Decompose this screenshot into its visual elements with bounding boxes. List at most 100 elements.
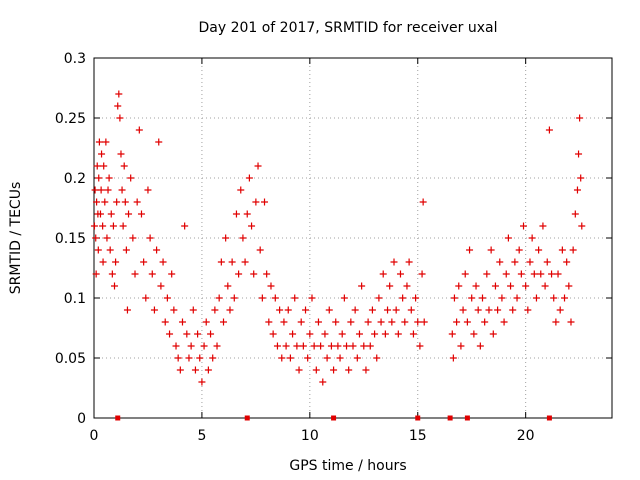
- data-point: [403, 282, 411, 290]
- data-point: [116, 114, 124, 122]
- data-point: [115, 90, 123, 98]
- data-point: [111, 282, 119, 290]
- data-point: [558, 246, 566, 254]
- data-point: [121, 198, 129, 206]
- data-point: [494, 306, 502, 314]
- data-point: [95, 174, 103, 182]
- data-point: [213, 342, 221, 350]
- data-point: [189, 306, 197, 314]
- data-point: [577, 174, 585, 182]
- data-point: [92, 234, 100, 242]
- data-point: [95, 138, 103, 146]
- y-axis-label: SRMTID / TECUs: [8, 182, 24, 295]
- data-point: [554, 270, 562, 278]
- data-point: [235, 270, 243, 278]
- data-point: [261, 198, 269, 206]
- data-point: [511, 258, 519, 266]
- data-point: [94, 246, 102, 254]
- data-point: [498, 294, 506, 302]
- data-point: [487, 246, 495, 254]
- data-point: [472, 282, 480, 290]
- data-point: [168, 270, 176, 278]
- data-point: [92, 270, 100, 278]
- data-point: [252, 198, 260, 206]
- data-point: [522, 282, 530, 290]
- data-point: [204, 366, 212, 374]
- data-point: [526, 258, 534, 266]
- data-point: [250, 270, 258, 278]
- data-point: [537, 270, 545, 278]
- data-point: [310, 342, 318, 350]
- axis-markers: [115, 415, 552, 421]
- data-point: [200, 342, 208, 350]
- data-point: [338, 330, 346, 338]
- data-point: [394, 330, 402, 338]
- data-point: [347, 318, 355, 326]
- data-point: [418, 270, 426, 278]
- data-point: [112, 258, 120, 266]
- data-point: [491, 282, 499, 290]
- data-point: [117, 150, 125, 158]
- data-point: [237, 186, 245, 194]
- data-point: [349, 342, 357, 350]
- data-point: [181, 222, 189, 230]
- data-point: [517, 270, 525, 278]
- data-point: [284, 306, 292, 314]
- data-point: [461, 270, 469, 278]
- x-tick-label: 10: [301, 428, 319, 444]
- data-point: [457, 342, 465, 350]
- data-point: [157, 282, 165, 290]
- data-point: [271, 294, 279, 302]
- data-point: [243, 210, 251, 218]
- data-point: [226, 306, 234, 314]
- data-point: [330, 366, 338, 374]
- y-tick-label: 0.1: [64, 291, 86, 307]
- data-point: [125, 210, 133, 218]
- data-point: [217, 258, 225, 266]
- data-point: [364, 318, 372, 326]
- data-point: [187, 342, 195, 350]
- data-point: [174, 354, 182, 362]
- data-point: [386, 282, 394, 290]
- data-point: [299, 342, 307, 350]
- data-point: [474, 306, 482, 314]
- data-point: [232, 210, 240, 218]
- data-point: [332, 318, 340, 326]
- data-point: [295, 366, 303, 374]
- data-point: [278, 354, 286, 362]
- data-point: [548, 270, 556, 278]
- data-point: [101, 198, 109, 206]
- data-point: [131, 270, 139, 278]
- data-point: [161, 318, 169, 326]
- data-point: [343, 342, 351, 350]
- data-point: [449, 354, 457, 362]
- data-point: [99, 258, 107, 266]
- data-point: [96, 210, 104, 218]
- data-point: [561, 294, 569, 302]
- data-point: [239, 234, 247, 242]
- axis-marker: [244, 415, 250, 421]
- y-tick-label: 0.3: [64, 51, 86, 67]
- y-tick-label: 0.05: [55, 351, 86, 367]
- x-tick-label: 15: [409, 428, 427, 444]
- data-point: [355, 330, 363, 338]
- data-point: [375, 294, 383, 302]
- data-point: [535, 246, 543, 254]
- data-point: [267, 282, 275, 290]
- data-point: [314, 318, 322, 326]
- data-point: [99, 222, 107, 230]
- data-point: [377, 318, 385, 326]
- data-point: [543, 258, 551, 266]
- data-point: [317, 342, 325, 350]
- data-point: [113, 198, 121, 206]
- data-point: [576, 114, 584, 122]
- axis-marker: [546, 415, 552, 421]
- data-point: [106, 246, 114, 254]
- data-point: [120, 162, 128, 170]
- data-point: [479, 294, 486, 302]
- data-point: [102, 138, 110, 146]
- data-point: [476, 342, 484, 350]
- data-point: [159, 258, 167, 266]
- data-point: [556, 306, 564, 314]
- data-point: [504, 234, 512, 242]
